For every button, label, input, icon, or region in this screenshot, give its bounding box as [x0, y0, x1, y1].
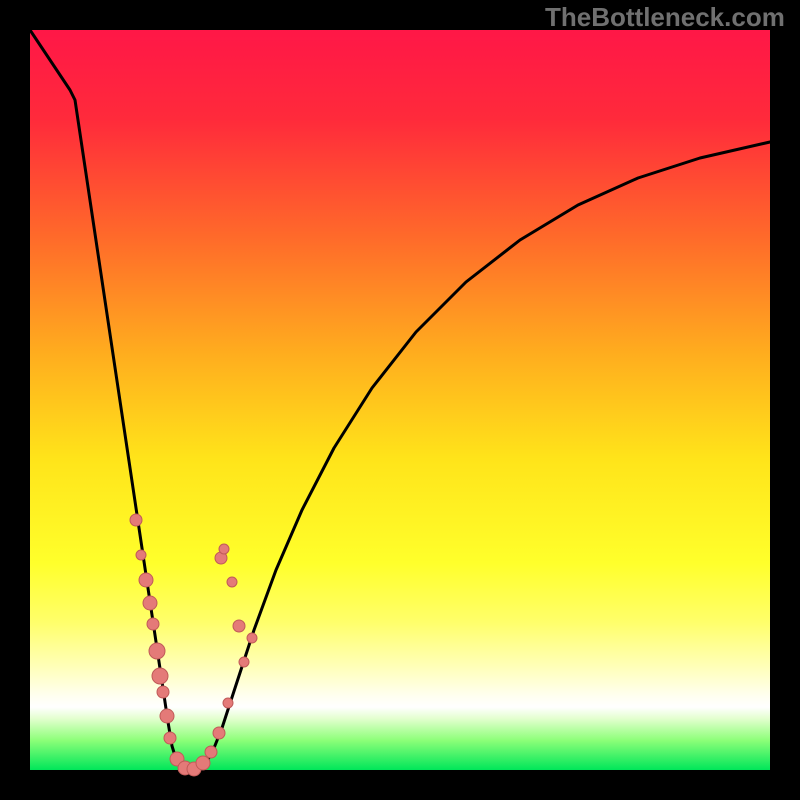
data-marker [160, 709, 174, 723]
data-marker [164, 732, 176, 744]
data-marker [147, 618, 159, 630]
watermark-text: TheBottleneck.com [545, 2, 785, 33]
data-marker [223, 698, 233, 708]
plot-background [30, 30, 770, 770]
data-marker [143, 596, 157, 610]
data-marker [219, 544, 229, 554]
data-marker [157, 686, 169, 698]
data-marker [205, 746, 217, 758]
data-marker [136, 550, 146, 560]
data-marker [152, 668, 168, 684]
data-marker [130, 514, 142, 526]
data-marker [196, 756, 210, 770]
data-marker [149, 643, 165, 659]
data-marker [233, 620, 245, 632]
data-marker [239, 657, 249, 667]
data-marker [227, 577, 237, 587]
data-marker [247, 633, 257, 643]
data-marker [139, 573, 153, 587]
data-marker [213, 727, 225, 739]
bottleneck-chart [0, 0, 800, 800]
